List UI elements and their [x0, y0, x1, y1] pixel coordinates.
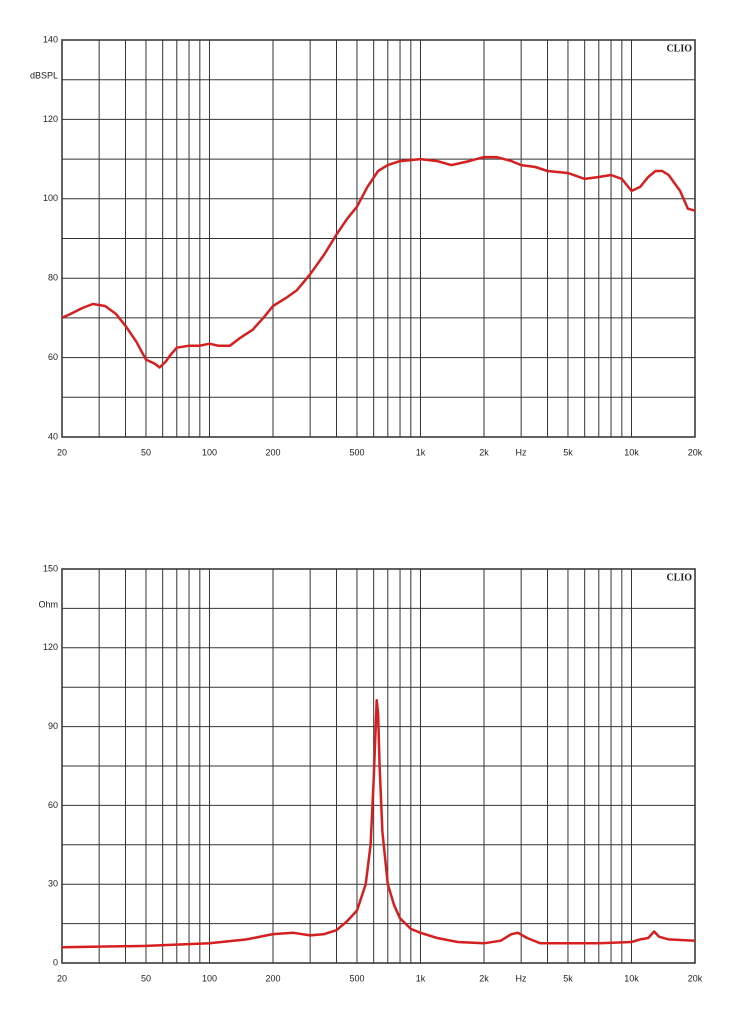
x-tick-label: 50 [141, 447, 151, 457]
y-tick-label: 0 [53, 957, 58, 967]
y-tick-label: 60 [48, 800, 58, 810]
y-tick-label: 100 [43, 193, 58, 203]
x-axis-label: Hz [516, 447, 527, 457]
y-tick-label: 140 [43, 34, 58, 44]
x-tick-label: 10k [624, 973, 639, 983]
x-tick-label: 200 [265, 973, 280, 983]
x-tick-label: 20k [688, 447, 703, 457]
x-tick-label: 500 [349, 973, 364, 983]
x-tick-label: 100 [202, 447, 217, 457]
x-tick-label: 20 [57, 447, 67, 457]
x-tick-label: 1k [416, 447, 426, 457]
x-tick-label: 2k [479, 447, 489, 457]
x-tick-label: 10k [624, 447, 639, 457]
y-tick-label: 60 [48, 352, 58, 362]
y-tick-label: 30 [48, 879, 58, 889]
y-tick-label: 40 [48, 431, 58, 441]
data-line [61, 699, 696, 949]
x-tick-label: 200 [265, 447, 280, 457]
x-tick-label: 100 [202, 973, 217, 983]
x-tick-label: 20k [688, 973, 703, 983]
x-tick-label: 2k [479, 973, 489, 983]
x-tick-label: 5k [563, 973, 573, 983]
x-tick-label: 500 [349, 447, 364, 457]
y-tick-label: 150 [43, 563, 58, 573]
y-tick-label: 90 [48, 721, 58, 731]
data-line [61, 155, 696, 369]
x-tick-label: 50 [141, 973, 151, 983]
y-tick-label: 80 [48, 273, 58, 283]
y-axis-label: Ohm [38, 599, 58, 609]
y-axis-label: dBSPL [30, 70, 58, 80]
annotation: CLIO [666, 43, 692, 54]
x-tick-label: 1k [416, 973, 426, 983]
x-tick-label: 5k [563, 447, 573, 457]
x-tick-label: 20 [57, 973, 67, 983]
y-tick-label: 120 [43, 114, 58, 124]
x-axis-label: Hz [516, 973, 527, 983]
annotation: CLIO [666, 572, 692, 583]
y-tick-label: 120 [43, 642, 58, 652]
